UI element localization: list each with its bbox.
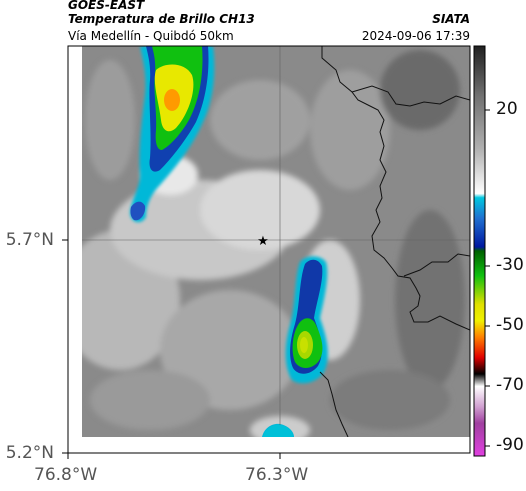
colorbar-tick-label: -30 — [496, 255, 524, 275]
timestamp: 2024-09-06 17:39 — [361, 29, 470, 43]
axis-ticks — [62, 239, 281, 459]
cell-south-edge — [263, 424, 293, 437]
colorbar-tick-label: 20 — [496, 99, 518, 119]
no-data-strip-left — [68, 46, 82, 453]
product-title: Temperatura de Brillo CH13 — [68, 12, 255, 26]
lon-tick-label: 76.3°W — [245, 465, 309, 485]
colorbar-tick-label: -90 — [496, 435, 524, 455]
convective-cell-north — [130, 46, 215, 223]
satellite-name: GOES-EAST — [68, 0, 145, 12]
colorbar-tick-label: -50 — [496, 315, 524, 335]
no-data-strip — [82, 437, 470, 453]
graticule — [68, 46, 470, 453]
plot-frame — [67, 45, 471, 454]
lat-tick-label: 5.7°N — [5, 230, 54, 250]
convective-cell-southeast — [285, 256, 328, 384]
location-star-icon: ★ — [257, 234, 269, 249]
lon-tick-label: 76.8°W — [34, 465, 98, 485]
cloud-texture — [68, 50, 465, 444]
route-subtitle: Vía Medellín - Quibdó 50km — [68, 29, 234, 43]
boundary-lines — [319, 46, 470, 438]
colorbar-tick-label: -70 — [496, 375, 524, 395]
agency-label: SIATA — [432, 12, 470, 26]
lat-tick-label: 5.2°N — [5, 443, 54, 463]
colorbar — [473, 45, 490, 457]
